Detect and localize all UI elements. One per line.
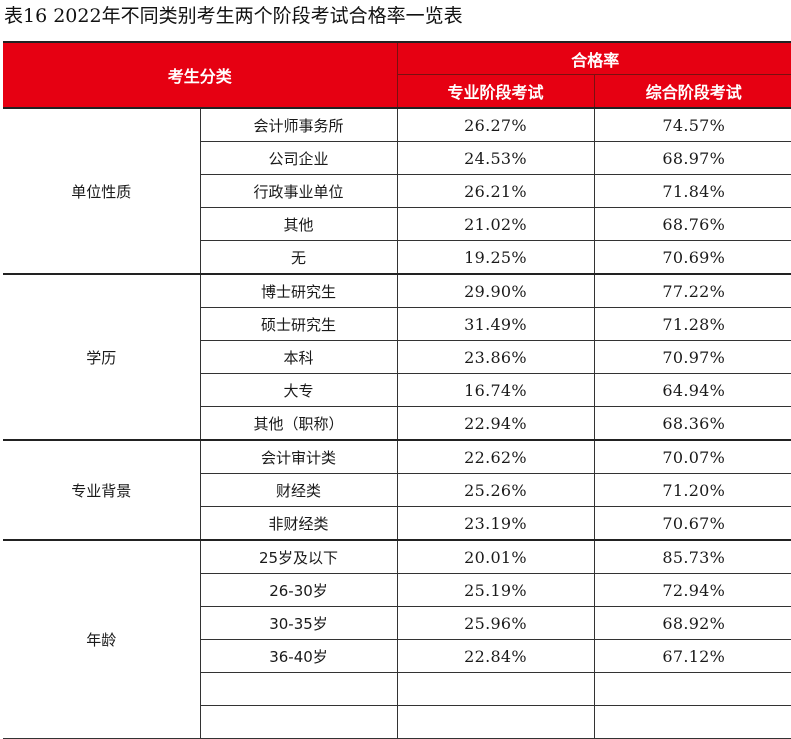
subcategory-label [199,672,398,706]
subcategory-label: 25岁及以下 [199,539,398,574]
stage2-rate [593,705,791,739]
stage1-rate: 22.94% [396,406,595,441]
subcategory-label: 其他 [199,207,398,241]
table-row: 其他 21.02% 68.76% [3,207,791,241]
subcategory-label: 大专 [199,373,398,407]
stage1-rate: 26.21% [396,174,595,208]
table-row: 本科 23.86% 70.97% [3,340,791,374]
group-label: 单位性质 [3,107,201,275]
stage1-rate: 16.74% [396,373,595,407]
stage2-rate: 70.67% [593,506,791,541]
table-row: 年龄 25岁及以下 20.01% 85.73% [3,539,791,739]
header-stage2: 综合阶段考试 [593,74,791,109]
stage2-rate: 67.12% [593,639,791,673]
subcategory-label: 会计师事务所 [199,107,398,142]
group-label: 学历 [3,273,201,441]
subcategory-label: 30-35岁 [199,606,398,640]
stage2-rate: 68.76% [593,207,791,241]
stage2-rate: 68.92% [593,606,791,640]
table-row: 26-30岁 25.19% 72.94% [3,573,791,607]
stage2-rate: 68.97% [593,141,791,175]
stage1-rate [396,705,595,739]
stage1-rate: 24.53% [396,141,595,175]
subcategory-label: 会计审计类 [199,439,398,474]
stage1-rate: 26.27% [396,107,595,142]
subcategory-label: 本科 [199,340,398,374]
subcategory-label: 行政事业单位 [199,174,398,208]
stage1-rate: 21.02% [396,207,595,241]
subcategory-label: 硕士研究生 [199,307,398,341]
subcategory-label: 26-30岁 [199,573,398,607]
table-row: 专业背景 会计审计类 22.62% 70.07% [3,439,791,541]
subcategory-label: 无 [199,240,398,275]
table-body: 单位性质 会计师事务所 26.27% 74.57% 公司企业 24.53% 68.97% 行政… [3,107,791,739]
stage1-rate: 25.19% [396,573,595,607]
group-label: 专业背景 [3,439,201,541]
stage2-rate: 70.69% [593,240,791,275]
table-row: 行政事业单位 26.21% 71.84% [3,174,791,208]
stage1-rate: 29.90% [396,273,595,308]
table-caption: 表16 2022年不同类别考生两个阶段考试合格率一览表 [4,5,463,27]
subcategory-label: 其他（职称） [199,406,398,441]
subcategory-label: 财经类 [199,473,398,507]
stage2-rate: 64.94% [593,373,791,407]
stage2-rate: 77.22% [593,273,791,308]
stage1-rate: 25.26% [396,473,595,507]
stage2-rate: 72.94% [593,573,791,607]
header-row-sub: 专业阶段考试 综合阶段考试 [3,74,791,109]
stage2-rate: 68.36% [593,406,791,441]
header-category: 考生分类 [3,41,398,109]
subcategory-label: 非财经类 [199,506,398,541]
subcategory-label [199,705,398,739]
stage1-rate: 23.19% [396,506,595,541]
stage1-rate: 22.62% [396,439,595,474]
header-stage1: 专业阶段考试 [396,74,595,109]
subcategory-label: 公司企业 [199,141,398,175]
subcategory-label: 博士研究生 [199,273,398,308]
stage2-rate: 70.97% [593,340,791,374]
table-row: 硕士研究生 31.49% 71.28% [3,307,791,341]
stage1-rate: 20.01% [396,539,595,574]
stage1-rate: 25.96% [396,606,595,640]
table-row: 学历 博士研究生 29.90% 77.22% [3,273,791,441]
table-row: 单位性质 会计师事务所 26.27% 74.57% [3,107,791,275]
subcategory-label: 36-40岁 [199,639,398,673]
stage1-rate: 22.84% [396,639,595,673]
stage1-rate: 23.86% [396,340,595,374]
stage2-rate: 85.73% [593,539,791,574]
stage1-rate [396,672,595,706]
header-pass-rate: 合格率 [396,41,791,75]
stage2-rate: 71.84% [593,174,791,208]
table-row: 大专 16.74% 64.94% [3,373,791,407]
header-row-top: 考生分类 合格率 [3,41,791,109]
stage2-rate [593,672,791,706]
stage1-rate: 19.25% [396,240,595,275]
stage2-rate: 71.20% [593,473,791,507]
stage2-rate: 70.07% [593,439,791,474]
stage2-rate: 74.57% [593,107,791,142]
table-row: 无 19.25% 70.69% [3,240,791,275]
group-label: 年龄 [3,539,201,739]
stage2-rate: 71.28% [593,307,791,341]
pass-rate-table: 考生分类 合格率 专业阶段考试 综合阶段考试 单位性质 会计师事务所 26.27% 7… [3,41,791,739]
table-row: 财经类 25.26% 71.20% [3,473,791,507]
stage1-rate: 31.49% [396,307,595,341]
